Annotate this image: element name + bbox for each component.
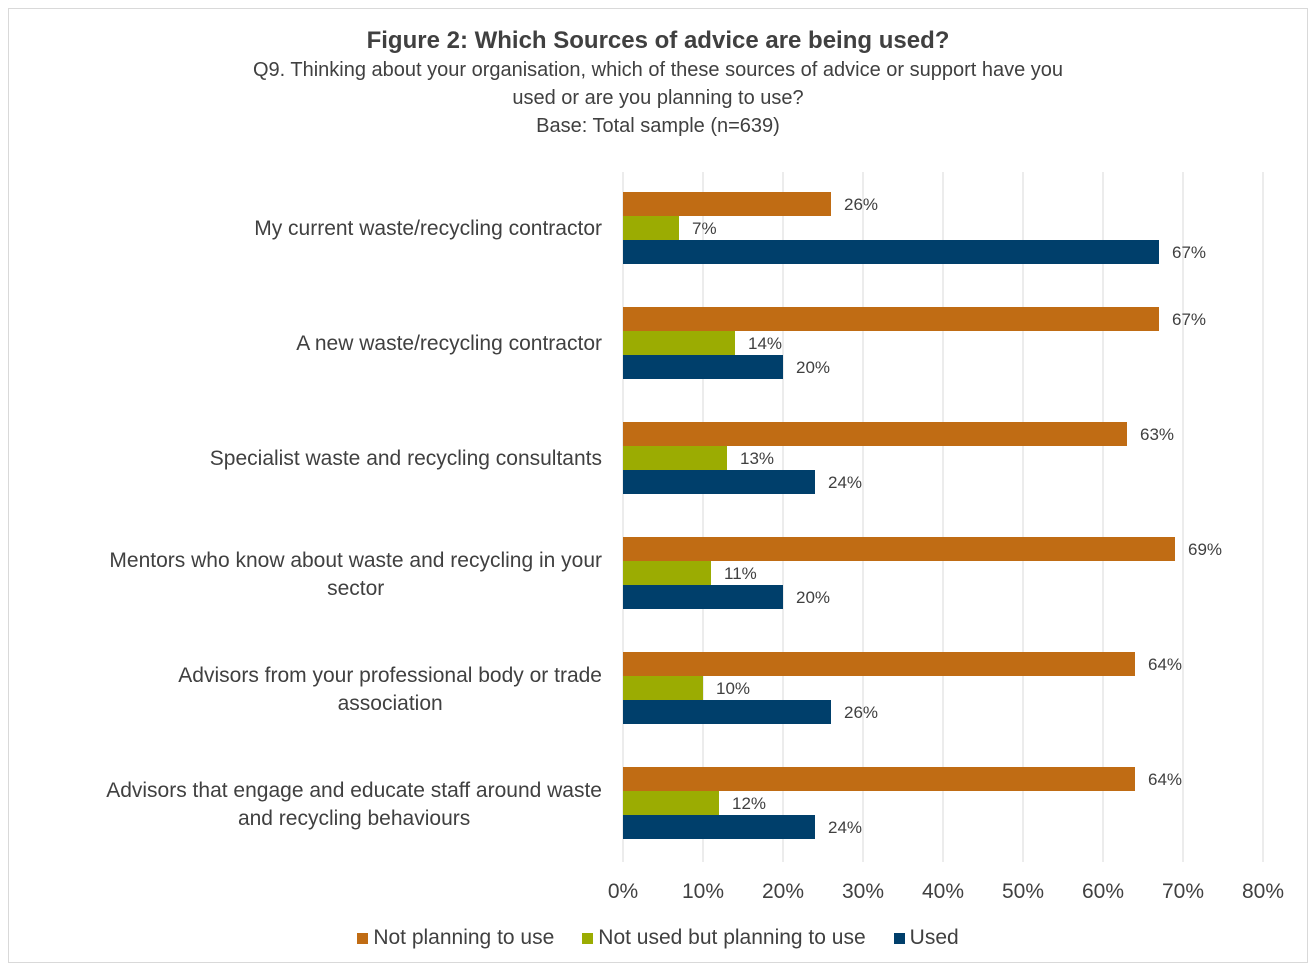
chart-titles: Figure 2: Which Sources of advice are be… xyxy=(0,26,1316,140)
bar xyxy=(623,561,711,585)
data-label: 67% xyxy=(1172,310,1206,329)
chart-title: Figure 2: Which Sources of advice are be… xyxy=(366,27,950,54)
x-tick-label: 80% xyxy=(1242,880,1284,903)
category-label: A new waste/recycling contractor xyxy=(296,332,602,355)
category-label: Specialist waste and recycling consultan… xyxy=(210,447,602,470)
bar xyxy=(623,537,1175,561)
category-label: association xyxy=(338,692,443,715)
data-label: 11% xyxy=(724,564,757,583)
x-tick-label: 30% xyxy=(842,880,884,903)
category-label: sector xyxy=(327,577,384,600)
data-label: 14% xyxy=(748,334,782,353)
bar xyxy=(623,331,735,355)
data-label: 7% xyxy=(692,219,717,238)
data-label: 20% xyxy=(796,358,830,377)
chart-subtitle: Q9. Thinking about your organisation, wh… xyxy=(0,56,1316,140)
bar xyxy=(623,422,1127,446)
bar xyxy=(623,767,1135,791)
subtitle-line-1: Q9. Thinking about your organisation, wh… xyxy=(252,59,1064,81)
legend-item: Not used but planning to use xyxy=(582,926,866,950)
bar xyxy=(623,446,727,470)
x-tick-label: 50% xyxy=(1002,880,1044,903)
data-label: 64% xyxy=(1148,655,1182,674)
bar xyxy=(623,355,783,379)
bar xyxy=(623,815,815,839)
bar xyxy=(623,700,831,724)
data-label: 12% xyxy=(732,794,766,813)
chart-legend: Not planning to use Not used but planning… xyxy=(0,926,1316,950)
legend-swatch xyxy=(893,932,905,944)
x-tick-label: 60% xyxy=(1082,880,1124,903)
data-label: 20% xyxy=(796,588,830,607)
bar xyxy=(623,585,783,609)
legend-swatch xyxy=(582,932,594,944)
x-tick-label: 0% xyxy=(608,880,638,903)
data-label: 63% xyxy=(1140,425,1174,444)
bar xyxy=(623,216,679,240)
category-label: and recycling behaviours xyxy=(238,807,470,830)
bar xyxy=(623,791,719,815)
data-label: 24% xyxy=(828,818,862,837)
legend-item: Used xyxy=(893,926,959,950)
data-label: 64% xyxy=(1148,770,1182,789)
category-label: Advisors from your professional body or … xyxy=(178,664,602,687)
bar xyxy=(623,652,1135,676)
legend-label: Used xyxy=(909,926,959,949)
data-label: 69% xyxy=(1188,540,1222,559)
x-tick-label: 40% xyxy=(922,880,964,903)
data-label: 24% xyxy=(828,473,862,492)
data-label: 13% xyxy=(740,449,774,468)
legend-item: Not planning to use xyxy=(357,926,554,950)
legend-label: Not planning to use xyxy=(373,926,555,949)
legend-swatch xyxy=(357,932,369,944)
category-label: My current waste/recycling contractor xyxy=(254,217,602,240)
category-label: Advisors that engage and educate staff a… xyxy=(106,779,602,802)
legend-label: Not used but planning to use xyxy=(598,926,866,949)
bar xyxy=(623,307,1159,331)
data-label: 67% xyxy=(1172,243,1206,262)
bar xyxy=(623,240,1159,264)
category-label: Mentors who know about waste and recycli… xyxy=(109,549,602,572)
bar xyxy=(623,192,831,216)
x-tick-label: 10% xyxy=(682,880,724,903)
data-label: 26% xyxy=(844,703,878,722)
subtitle-line-3: Base: Total sample (n=639) xyxy=(536,115,780,137)
data-label: 26% xyxy=(844,195,878,214)
data-label: 10% xyxy=(716,679,750,698)
subtitle-line-2: used or are you planning to use? xyxy=(512,87,804,109)
x-tick-label: 20% xyxy=(762,880,804,903)
x-tick-label: 70% xyxy=(1162,880,1204,903)
bar xyxy=(623,470,815,494)
bar xyxy=(623,676,703,700)
